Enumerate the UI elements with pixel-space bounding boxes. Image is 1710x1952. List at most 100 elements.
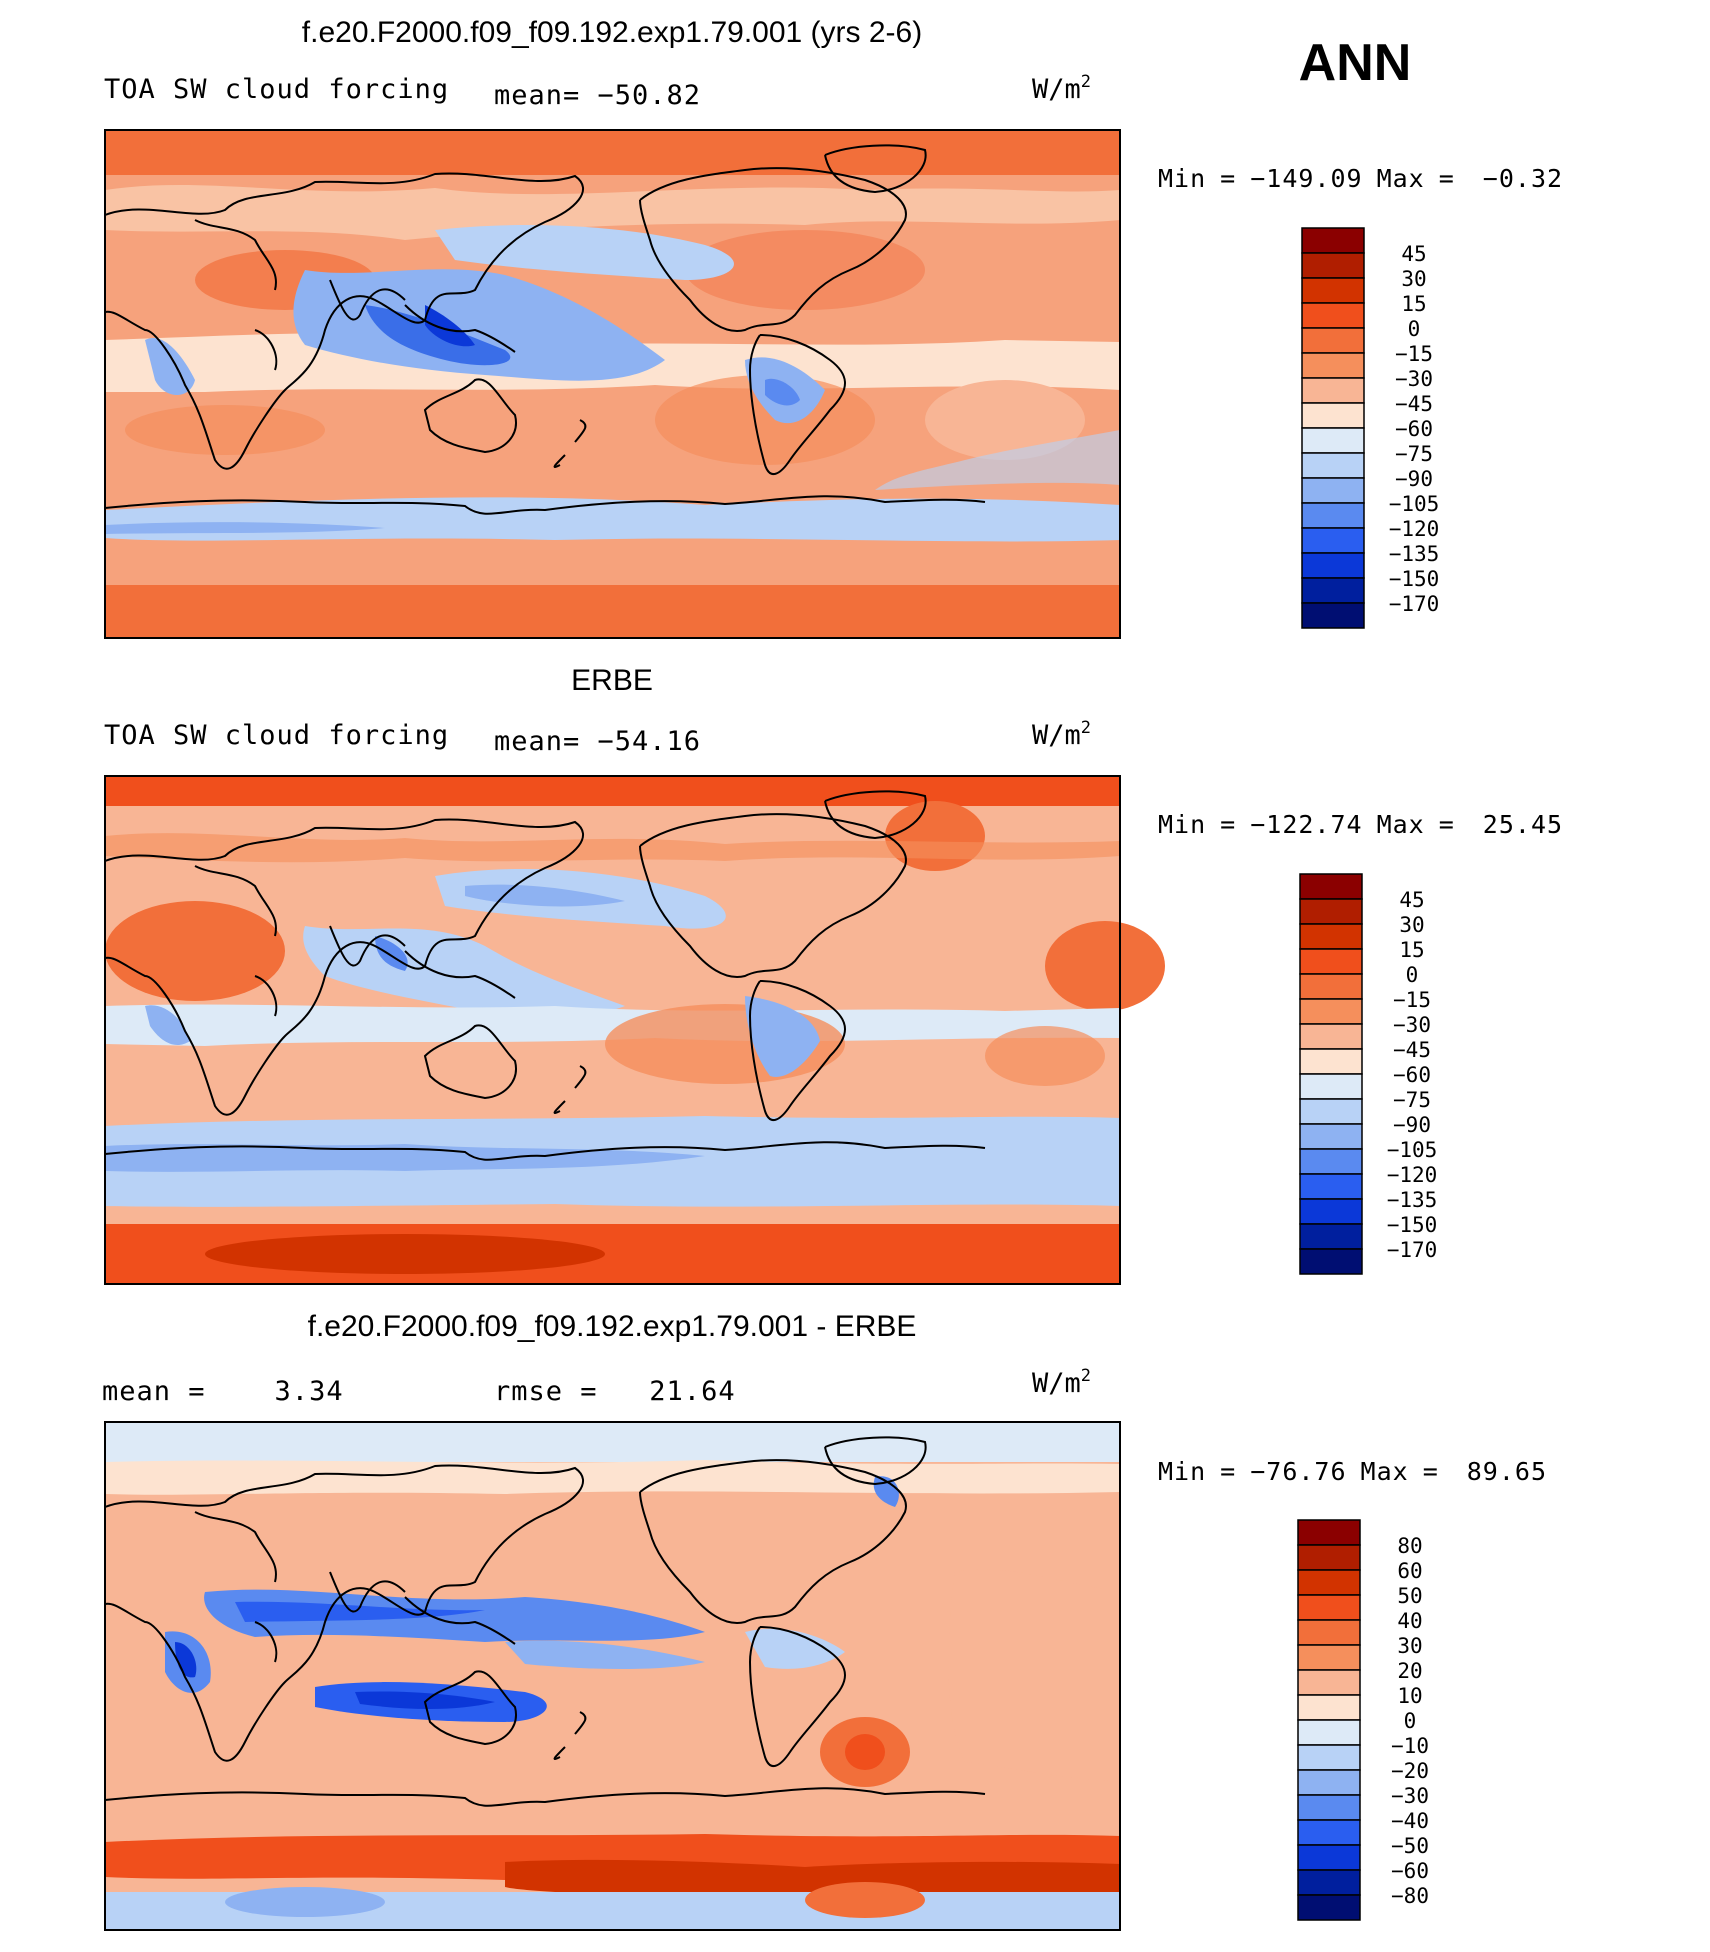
colorbar-tick-label: −15 <box>1393 988 1431 1012</box>
colorbar-swatch <box>1301 527 1365 554</box>
colorbar-tick-label: −20 <box>1391 1759 1429 1783</box>
colorbar-tick-label: −60 <box>1393 1063 1431 1087</box>
colorbar-swatch <box>1297 1819 1361 1846</box>
colorbar-tick-label: −105 <box>1389 492 1440 516</box>
panel-title: f.e20.F2000.f09_f09.192.exp1.79.001 - ER… <box>308 1310 917 1343</box>
colorbar-tick-label: −150 <box>1387 1213 1438 1237</box>
colorbar-obs: 4530150−15−30−45−60−75−90−105−120−135−15… <box>1299 873 1438 1275</box>
colorbar-tick-label: 30 <box>1397 1634 1422 1658</box>
colorbar-tick-label: 60 <box>1397 1559 1422 1583</box>
colorbar-tick-label: −150 <box>1389 567 1440 591</box>
colorbar-swatch <box>1301 577 1365 604</box>
colorbar-tick-label: 45 <box>1399 888 1424 912</box>
colorbar-tick-label: 45 <box>1401 242 1426 266</box>
colorbar-tick-label: −50 <box>1391 1834 1429 1858</box>
colorbar-swatch <box>1301 602 1365 629</box>
colorbar-swatch <box>1299 1073 1363 1100</box>
colorbar-tick-label: −75 <box>1395 442 1433 466</box>
colorbar-tick-label: 0 <box>1406 963 1419 987</box>
colorbar-swatch <box>1297 1794 1361 1821</box>
colorbar-swatch <box>1299 873 1363 900</box>
colorbar-tick-label: 10 <box>1397 1684 1422 1708</box>
colorbar-swatch <box>1299 1223 1363 1250</box>
variable-label: TOA SW cloud forcing <box>104 74 449 105</box>
colorbar-swatch <box>1297 1769 1361 1796</box>
units-label: W/m2 <box>1032 718 1091 751</box>
colorbar-tick-label: −45 <box>1395 392 1433 416</box>
colorbar-swatch <box>1297 1544 1361 1571</box>
colorbar-tick-label: −45 <box>1393 1038 1431 1062</box>
colorbar-tick-label: −10 <box>1391 1734 1429 1758</box>
rmse-label: rmse = 21.64 <box>494 1376 736 1407</box>
colorbar-swatch <box>1301 402 1365 429</box>
stats-label: Min = −122.74 Max = 25.45 <box>1158 810 1563 839</box>
units-label: W/m2 <box>1032 1366 1091 1399</box>
colorbar-tick-label: −170 <box>1389 592 1440 616</box>
colorbar-tick-label: 30 <box>1399 913 1424 937</box>
colorbar-tick-label: −90 <box>1393 1113 1431 1137</box>
panel-title: ERBE <box>571 664 653 697</box>
colorbar-tick-label: −30 <box>1391 1784 1429 1808</box>
colorbar-swatch <box>1297 1694 1361 1721</box>
colorbar-tick-label: 80 <box>1397 1534 1422 1558</box>
colorbar-swatch <box>1299 1198 1363 1225</box>
panel-diff: f.e20.F2000.f09_f09.192.exp1.79.001 - ER… <box>102 1310 1547 1931</box>
colorbar-swatch <box>1299 923 1363 950</box>
colorbar-swatch <box>1297 1844 1361 1871</box>
colorbar-tick-label: −80 <box>1391 1884 1429 1908</box>
colorbar-tick-label: 15 <box>1401 292 1426 316</box>
colorbar-swatch <box>1297 1619 1361 1646</box>
variable-label: TOA SW cloud forcing <box>104 720 449 751</box>
colorbar-swatch <box>1301 452 1365 479</box>
colorbar-swatch <box>1297 1894 1361 1921</box>
colorbar-swatch <box>1299 973 1363 1000</box>
colorbar-swatch <box>1299 1148 1363 1175</box>
colorbar-tick-label: −135 <box>1387 1188 1438 1212</box>
colorbar-tick-label: −90 <box>1395 467 1433 491</box>
colorbar-tick-label: 15 <box>1399 938 1424 962</box>
colorbar-swatch <box>1297 1644 1361 1671</box>
colorbar-tick-label: −135 <box>1389 542 1440 566</box>
colorbar-swatch <box>1299 998 1363 1025</box>
colorbar-swatch <box>1299 1048 1363 1075</box>
colorbar-swatch <box>1297 1869 1361 1896</box>
colorbar-swatch <box>1301 252 1365 279</box>
units-label: W/m2 <box>1032 72 1091 105</box>
colorbar-swatch <box>1301 302 1365 329</box>
colorbar-tick-label: 30 <box>1401 267 1426 291</box>
colorbar-tick-label: −75 <box>1393 1088 1431 1112</box>
colorbar-swatch <box>1301 327 1365 354</box>
colorbar-swatch <box>1299 1123 1363 1150</box>
colorbar-swatch <box>1297 1669 1361 1696</box>
colorbar-swatch <box>1301 502 1365 529</box>
mean-label: mean= −54.16 <box>494 726 701 757</box>
colorbar-tick-label: −105 <box>1387 1138 1438 1162</box>
colorbar-swatch <box>1299 1098 1363 1125</box>
colorbar-tick-label: −120 <box>1389 517 1440 541</box>
colorbar-swatch <box>1301 477 1365 504</box>
map-diff <box>104 1421 1121 1931</box>
colorbar-tick-label: 0 <box>1404 1709 1417 1733</box>
colorbar-swatch <box>1299 898 1363 925</box>
colorbar-tick-label: −30 <box>1395 367 1433 391</box>
colorbar-tick-label: 0 <box>1408 317 1421 341</box>
colorbar-swatch <box>1301 377 1365 404</box>
colorbar-swatch <box>1299 1173 1363 1200</box>
colorbar-tick-label: −170 <box>1387 1238 1438 1262</box>
colorbar-swatch <box>1301 427 1365 454</box>
colorbar-swatch <box>1297 1519 1361 1546</box>
colorbar-tick-label: −15 <box>1395 342 1433 366</box>
colorbar-swatch <box>1301 552 1365 579</box>
colorbar-swatch <box>1299 1023 1363 1050</box>
stats-label: Min = −76.76 Max = 89.65 <box>1158 1457 1547 1486</box>
colorbar-tick-label: 40 <box>1397 1609 1422 1633</box>
mean-label: mean = 3.34 <box>102 1376 344 1407</box>
colorbar-swatch <box>1297 1594 1361 1621</box>
colorbar-tick-label: −60 <box>1395 417 1433 441</box>
colorbar-swatch <box>1301 352 1365 379</box>
colorbar-tick-label: 50 <box>1397 1584 1422 1608</box>
stats-label: Min = −149.09 Max = −0.32 <box>1158 164 1563 193</box>
colorbar-swatch <box>1299 948 1363 975</box>
season-label: ANN <box>1299 34 1412 92</box>
